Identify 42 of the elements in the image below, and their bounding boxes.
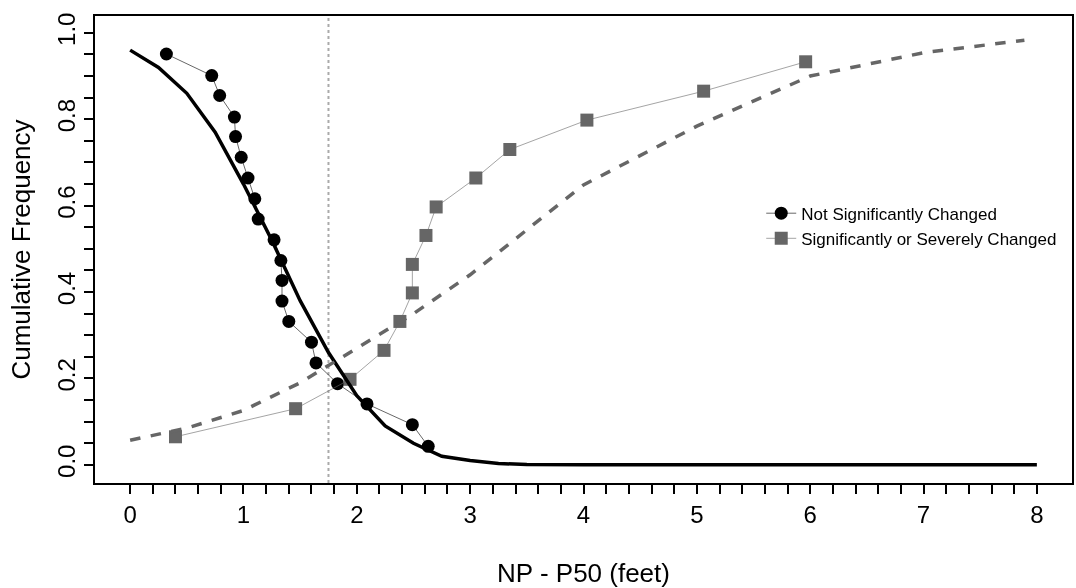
y-tick-label: 0.4 xyxy=(52,271,80,306)
y-tick-label: 1.0 xyxy=(52,12,80,46)
x-tick-label: 0 xyxy=(123,500,137,528)
point xyxy=(159,47,173,61)
point xyxy=(275,273,289,287)
legend-label: Not Significantly Changed xyxy=(801,204,997,224)
point xyxy=(469,171,483,185)
point xyxy=(429,200,443,214)
point xyxy=(289,402,303,416)
point xyxy=(304,335,318,349)
point xyxy=(405,418,419,432)
x-tick-label: 5 xyxy=(690,500,704,528)
y-tick-label: 0.0 xyxy=(52,444,80,478)
x-tick-label: 1 xyxy=(236,500,251,528)
point xyxy=(275,294,289,308)
x-tick-label: 8 xyxy=(1030,500,1044,528)
point xyxy=(234,150,248,164)
point xyxy=(503,142,517,156)
y-axis-title: Cumulative Frequency xyxy=(5,119,36,380)
point xyxy=(419,228,433,242)
legend-label: Significantly or Severely Changed xyxy=(801,229,1057,249)
x-axis-title: NP - P50 (feet) xyxy=(497,558,670,588)
x-tick-label: 2 xyxy=(350,500,364,528)
x-tick-label: 6 xyxy=(803,500,817,528)
point xyxy=(580,113,594,127)
x-tick-label: 4 xyxy=(576,500,591,528)
y-tick-label: 0.2 xyxy=(52,358,80,392)
x-tick-label: 3 xyxy=(463,500,477,528)
point xyxy=(205,69,219,83)
point xyxy=(213,88,227,102)
point xyxy=(697,84,711,98)
x-tick-label: 7 xyxy=(916,500,931,528)
point xyxy=(229,130,243,144)
point xyxy=(377,343,391,357)
point xyxy=(282,314,296,328)
point xyxy=(227,110,241,124)
y-tick-label: 0.8 xyxy=(52,98,80,133)
point xyxy=(309,356,323,370)
point xyxy=(405,257,419,271)
point xyxy=(799,55,813,69)
point xyxy=(405,286,419,300)
y-tick-label: 0.6 xyxy=(52,185,80,219)
